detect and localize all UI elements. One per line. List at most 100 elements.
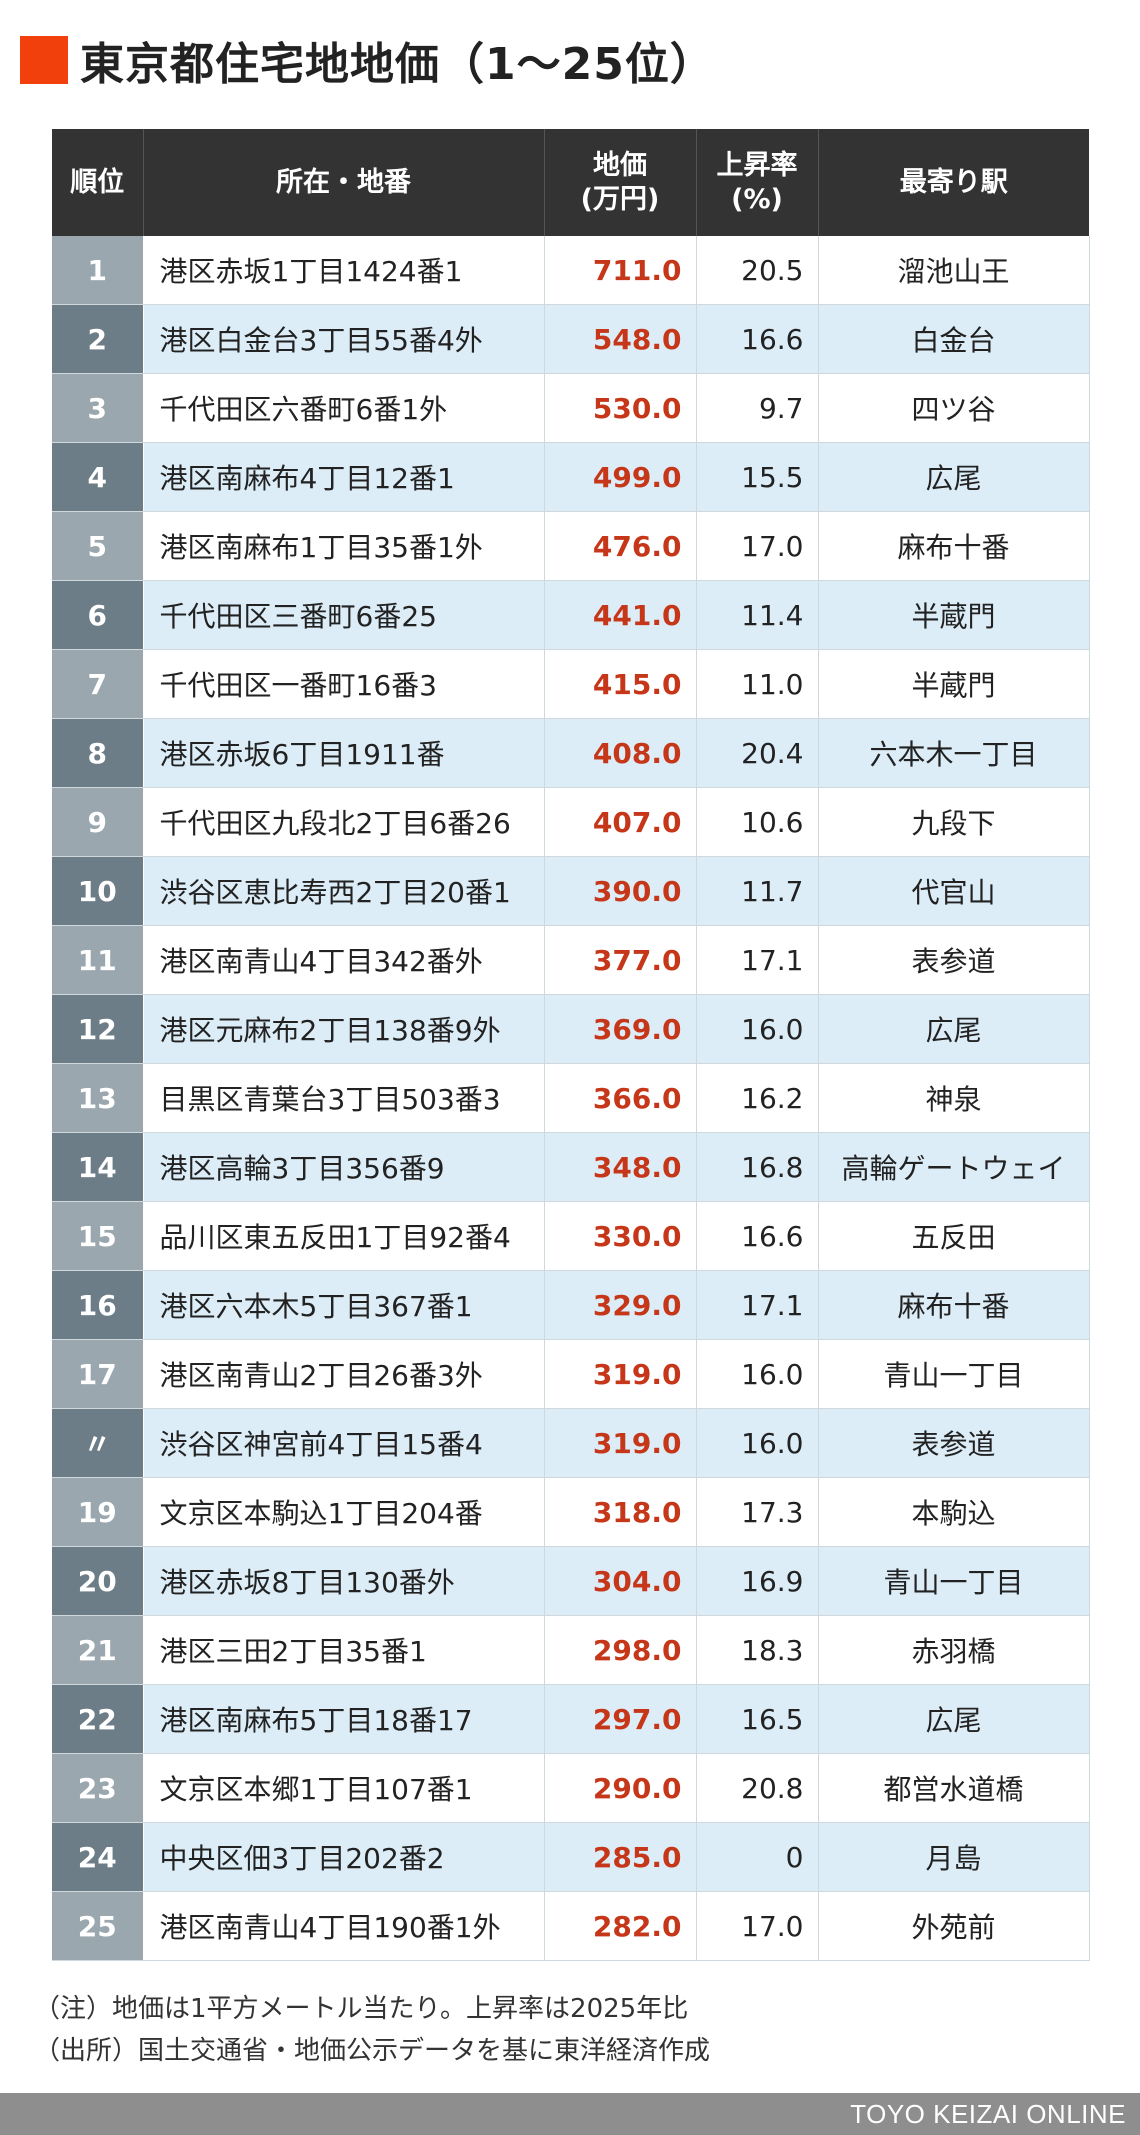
rank-cell: 8 bbox=[52, 718, 144, 788]
rate-cell: 10.6 bbox=[696, 787, 819, 857]
rate-cell: 17.0 bbox=[696, 511, 819, 581]
price-cell: 319.0 bbox=[544, 1339, 697, 1409]
table-row: 11 港区南青山4丁目342番外 377.0 17.1 表参道 bbox=[52, 925, 1090, 995]
table-row: 15 品川区東五反田1丁目92番4 330.0 16.6 五反田 bbox=[52, 1201, 1090, 1271]
location-cell: 港区赤坂6丁目1911番 bbox=[143, 718, 545, 788]
price-cell: 499.0 bbox=[544, 442, 697, 512]
rank-cell: 〃 bbox=[52, 1408, 144, 1478]
location-cell: 品川区東五反田1丁目92番4 bbox=[143, 1201, 545, 1271]
location-cell: 港区南麻布5丁目18番17 bbox=[143, 1684, 545, 1754]
rank-cell: 14 bbox=[52, 1132, 144, 1202]
rate-cell: 16.6 bbox=[696, 1201, 819, 1271]
header-price: 地価 (万円) bbox=[544, 129, 697, 236]
table-row: 14 港区高輪3丁目356番9 348.0 16.8 高輪ゲートウェイ bbox=[52, 1132, 1090, 1202]
page-title: 東京都住宅地地価（1〜25位） bbox=[80, 39, 715, 90]
table-row: 23 文京区本郷1丁目107番1 290.0 20.8 都営水道橋 bbox=[52, 1753, 1090, 1823]
location-cell: 千代田区六番町6番1外 bbox=[143, 373, 545, 443]
rate-cell: 16.5 bbox=[696, 1684, 819, 1754]
rank-cell: 25 bbox=[52, 1891, 144, 1961]
rank-cell: 3 bbox=[52, 373, 144, 443]
station-cell: 九段下 bbox=[818, 787, 1090, 857]
station-cell: 白金台 bbox=[818, 304, 1090, 374]
station-cell: 広尾 bbox=[818, 994, 1090, 1064]
price-cell: 348.0 bbox=[544, 1132, 697, 1202]
station-cell: 代官山 bbox=[818, 856, 1090, 926]
footer-brand: TOYO KEIZAI ONLINE bbox=[850, 2099, 1126, 2129]
rate-cell: 11.7 bbox=[696, 856, 819, 926]
station-cell: 半蔵門 bbox=[818, 580, 1090, 650]
table-row: 10 渋谷区恵比寿西2丁目20番1 390.0 11.7 代官山 bbox=[52, 856, 1090, 926]
location-cell: 港区元麻布2丁目138番9外 bbox=[143, 994, 545, 1064]
rate-cell: 20.4 bbox=[696, 718, 819, 788]
rate-cell: 16.8 bbox=[696, 1132, 819, 1202]
station-cell: 青山一丁目 bbox=[818, 1546, 1090, 1616]
table-row: 12 港区元麻布2丁目138番9外 369.0 16.0 広尾 bbox=[52, 994, 1090, 1064]
station-cell: 表参道 bbox=[818, 1408, 1090, 1478]
location-cell: 港区高輪3丁目356番9 bbox=[143, 1132, 545, 1202]
price-cell: 369.0 bbox=[544, 994, 697, 1064]
rank-cell: 21 bbox=[52, 1615, 144, 1685]
table-row: 17 港区南青山2丁目26番3外 319.0 16.0 青山一丁目 bbox=[52, 1339, 1090, 1409]
rate-cell: 11.4 bbox=[696, 580, 819, 650]
source-text: （出所）国土交通省・地価公示データを基に東洋経済作成 bbox=[34, 2036, 711, 2066]
location-cell: 港区南青山4丁目190番1外 bbox=[143, 1891, 545, 1961]
price-cell: 319.0 bbox=[544, 1408, 697, 1478]
location-cell: 文京区本駒込1丁目204番 bbox=[143, 1477, 545, 1547]
rank-cell: 23 bbox=[52, 1753, 144, 1823]
rate-cell: 11.0 bbox=[696, 649, 819, 719]
price-cell: 548.0 bbox=[544, 304, 697, 374]
rank-cell: 12 bbox=[52, 994, 144, 1064]
rate-cell: 20.5 bbox=[696, 236, 819, 305]
rank-cell: 11 bbox=[52, 925, 144, 995]
rank-cell: 9 bbox=[52, 787, 144, 857]
location-cell: 港区南青山2丁目26番3外 bbox=[143, 1339, 545, 1409]
rank-cell: 1 bbox=[52, 236, 144, 305]
rank-cell: 16 bbox=[52, 1270, 144, 1340]
price-cell: 285.0 bbox=[544, 1822, 697, 1892]
station-cell: 都営水道橋 bbox=[818, 1753, 1090, 1823]
header-station: 最寄り駅 bbox=[818, 129, 1089, 236]
rate-cell: 17.1 bbox=[696, 1270, 819, 1340]
table-row: 21 港区三田2丁目35番1 298.0 18.3 赤羽橋 bbox=[52, 1615, 1090, 1685]
station-cell: 五反田 bbox=[818, 1201, 1090, 1271]
station-cell: 高輪ゲートウェイ bbox=[818, 1132, 1090, 1202]
header-rate: 上昇率 (%) bbox=[696, 129, 819, 236]
rank-cell: 13 bbox=[52, 1063, 144, 1133]
rate-cell: 15.5 bbox=[696, 442, 819, 512]
rate-cell: 16.0 bbox=[696, 994, 819, 1064]
rank-cell: 15 bbox=[52, 1201, 144, 1271]
rate-cell: 16.0 bbox=[696, 1339, 819, 1409]
location-cell: 港区三田2丁目35番1 bbox=[143, 1615, 545, 1685]
land-price-table-wrapper: 順位 所在・地番 地価 (万円) 上昇率 (%) 最寄り駅 1 港区赤坂1丁目14… bbox=[52, 129, 1090, 1961]
station-cell: 広尾 bbox=[818, 442, 1090, 512]
header-price-line1: 地価 bbox=[593, 149, 647, 181]
price-cell: 330.0 bbox=[544, 1201, 697, 1271]
header-price-line2: (万円) bbox=[580, 183, 660, 215]
station-cell: 赤羽橋 bbox=[818, 1615, 1090, 1685]
station-cell: 本駒込 bbox=[818, 1477, 1090, 1547]
location-cell: 中央区佃3丁目202番2 bbox=[143, 1822, 545, 1892]
header-rate-line2: (%) bbox=[731, 183, 783, 215]
price-cell: 329.0 bbox=[544, 1270, 697, 1340]
rate-cell: 16.2 bbox=[696, 1063, 819, 1133]
notes: （注）地価は1平方メートル当たり。上昇率は2025年比 （出所）国土交通省・地価… bbox=[34, 1988, 710, 2072]
station-cell: 外苑前 bbox=[818, 1891, 1090, 1961]
table-row: 24 中央区佃3丁目202番2 285.0 0 月島 bbox=[52, 1822, 1090, 1892]
price-cell: 441.0 bbox=[544, 580, 697, 650]
header-location: 所在・地番 bbox=[143, 129, 545, 236]
rate-cell: 17.0 bbox=[696, 1891, 819, 1961]
note-text: （注）地価は1平方メートル当たり。上昇率は2025年比 bbox=[34, 1994, 689, 2024]
price-cell: 390.0 bbox=[544, 856, 697, 926]
price-cell: 366.0 bbox=[544, 1063, 697, 1133]
price-cell: 407.0 bbox=[544, 787, 697, 857]
table-row: 8 港区赤坂6丁目1911番 408.0 20.4 六本木一丁目 bbox=[52, 718, 1090, 788]
rate-cell: 9.7 bbox=[696, 373, 819, 443]
price-cell: 377.0 bbox=[544, 925, 697, 995]
location-cell: 千代田区三番町6番25 bbox=[143, 580, 545, 650]
price-cell: 282.0 bbox=[544, 1891, 697, 1961]
table-row: 3 千代田区六番町6番1外 530.0 9.7 四ツ谷 bbox=[52, 373, 1090, 443]
rank-cell: 2 bbox=[52, 304, 144, 374]
table-row: 4 港区南麻布4丁目12番1 499.0 15.5 広尾 bbox=[52, 442, 1090, 512]
table-row: 13 目黒区青葉台3丁目503番3 366.0 16.2 神泉 bbox=[52, 1063, 1090, 1133]
table-row: 〃渋谷区神宮前4丁目15番4 319.0 16.0 表参道 bbox=[52, 1408, 1090, 1478]
